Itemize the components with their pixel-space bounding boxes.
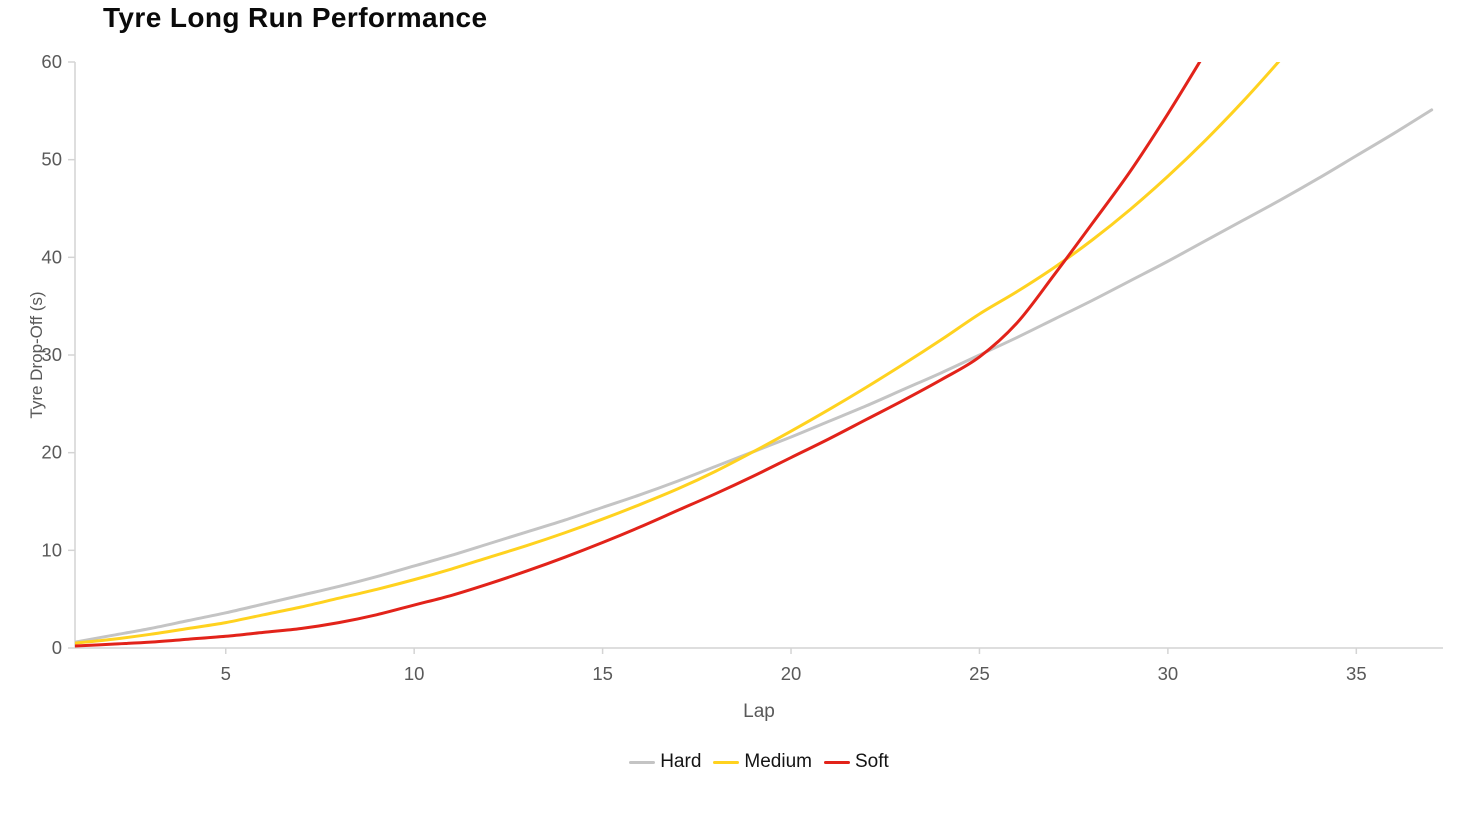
y-tick-label: 20 <box>41 442 62 463</box>
legend-label-medium: Medium <box>744 751 812 772</box>
legend-item-hard: Hard <box>629 751 701 773</box>
x-axis-label: Lap <box>743 701 775 722</box>
legend-label-hard: Hard <box>660 751 702 772</box>
legend-item-medium: Medium <box>713 751 812 773</box>
y-axis-label: Tyre Drop-Off (s) <box>27 291 46 419</box>
y-tick-label: 60 <box>41 51 62 72</box>
legend: Hard Medium Soft <box>75 751 1443 773</box>
legend-item-soft: Soft <box>823 751 889 773</box>
series-line-hard <box>75 108 1434 644</box>
series-line-medium <box>75 62 1281 645</box>
x-tick-label: 10 <box>404 663 425 684</box>
series-line-soft <box>75 62 1202 648</box>
y-tick-label: 10 <box>41 539 62 560</box>
x-tick-label: 25 <box>969 663 990 684</box>
plot-area: 5 10 15 20 25 30 35 0 10 20 30 40 50 60 <box>41 51 1443 684</box>
y-tick-label: 30 <box>41 344 62 365</box>
legend-swatch-medium <box>713 760 740 764</box>
x-tick-label: 15 <box>592 663 613 684</box>
x-tick-label: 20 <box>781 663 802 684</box>
legend-label-soft: Soft <box>854 751 889 772</box>
y-tick-label: 40 <box>41 246 62 267</box>
x-tick-label: 30 <box>1158 663 1179 684</box>
chart-title: Tyre Long Run Performance <box>103 2 488 33</box>
y-tick-label: 50 <box>41 149 62 170</box>
y-tick-label: 0 <box>52 637 62 658</box>
x-tick-label: 35 <box>1346 663 1367 684</box>
legend-swatch-hard <box>629 760 656 764</box>
legend-swatch-soft <box>823 760 850 764</box>
x-tick-label: 5 <box>221 663 231 684</box>
